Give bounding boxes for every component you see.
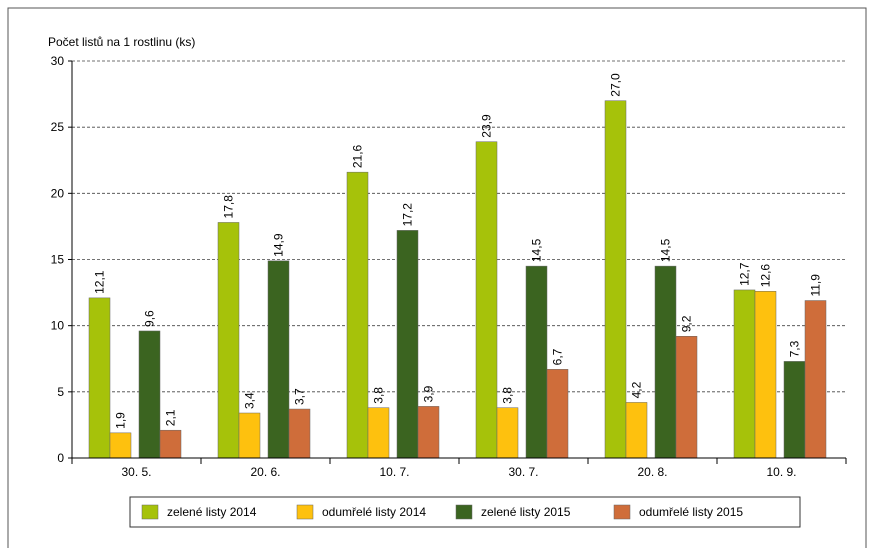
bar [525,265,548,459]
y-tick-label: 30 [51,54,65,68]
bar [238,412,261,459]
bar [804,300,827,459]
data-label: 4,2 [630,381,644,398]
data-label: 2,1 [164,409,178,426]
bar [288,408,311,459]
x-tick-label: 20. 8. [637,465,667,479]
legend-label: zelené listy 2014 [167,505,257,519]
bar [417,406,440,459]
bar [138,330,161,459]
legend-swatch [141,504,159,520]
data-label: 3,8 [372,387,386,404]
data-label: 6,7 [551,348,565,365]
data-label: 9,2 [680,315,694,332]
legend-label: odumřelé listy 2015 [639,505,743,519]
bar [159,429,182,459]
bar [783,361,806,459]
data-label: 9,6 [143,310,157,327]
data-label: 3,8 [501,387,515,404]
x-tick-label: 30. 7. [508,465,538,479]
x-tick-label: 10. 9. [766,465,796,479]
bar [367,407,390,459]
bar [496,407,519,459]
legend-swatch [455,504,473,520]
data-label: 21,6 [351,144,365,168]
data-label: 3,7 [293,388,307,405]
legend-swatch [613,504,631,520]
bar [754,291,777,459]
data-label: 11,9 [809,274,823,297]
bar [396,230,419,459]
y-tick-label: 5 [57,385,64,399]
y-tick-label: 10 [51,319,65,333]
bar [346,171,369,459]
bar [217,222,240,459]
data-label: 27,0 [609,73,623,97]
data-label: 12,7 [738,262,752,286]
bar [604,100,627,459]
y-tick-label: 20 [51,186,65,200]
data-label: 3,9 [422,385,436,402]
bar [88,297,111,459]
data-label: 17,2 [401,203,415,227]
legend-swatch [296,504,314,520]
x-tick-label: 30. 5. [121,465,151,479]
y-axis-label: Počet listů na 1 rostlinu (ks) [48,35,195,49]
bar [733,289,756,459]
data-label: 14,9 [272,233,286,257]
data-label: 14,5 [659,238,673,262]
data-label: 17,8 [222,195,236,219]
data-label: 14,5 [530,238,544,262]
bar [109,432,132,459]
bar [475,141,498,459]
x-tick-label: 20. 6. [250,465,280,479]
frame [7,7,867,548]
data-label: 12,6 [759,264,773,288]
bar [675,336,698,459]
x-tick-label: 10. 7. [379,465,409,479]
legend-label: zelené listy 2015 [481,505,571,519]
y-tick-label: 0 [57,451,64,465]
data-label: 23,9 [480,114,494,138]
legend-label: odumřelé listy 2014 [322,505,426,519]
data-label: 1,9 [114,412,128,429]
data-label: 3,4 [243,392,257,409]
data-label: 12,1 [93,270,107,294]
data-label: 7,3 [788,340,802,357]
bar [625,402,648,459]
bar [654,265,677,459]
bar [267,260,290,459]
bar [546,369,569,459]
y-tick-label: 25 [51,120,65,134]
y-tick-label: 15 [51,253,65,267]
